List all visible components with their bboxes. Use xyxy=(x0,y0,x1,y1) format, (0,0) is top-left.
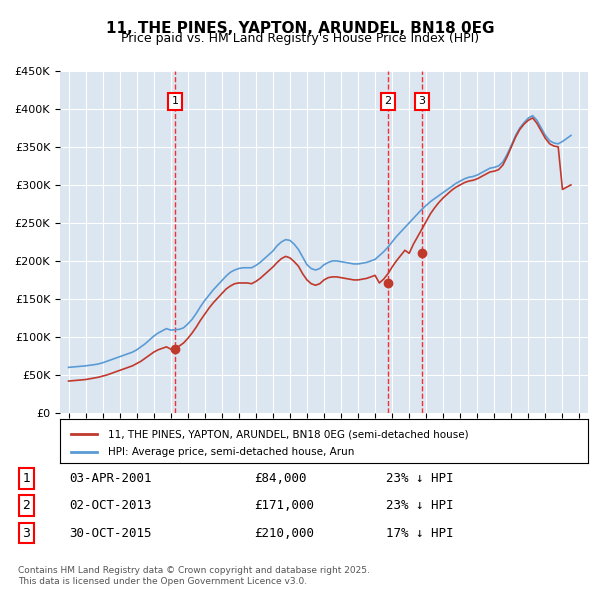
Text: 1: 1 xyxy=(22,472,31,485)
Text: HPI: Average price, semi-detached house, Arun: HPI: Average price, semi-detached house,… xyxy=(107,447,354,457)
Text: 1: 1 xyxy=(172,96,178,106)
Text: 11, THE PINES, YAPTON, ARUNDEL, BN18 0EG: 11, THE PINES, YAPTON, ARUNDEL, BN18 0EG xyxy=(106,21,494,35)
Text: 17% ↓ HPI: 17% ↓ HPI xyxy=(386,526,454,539)
Text: 3: 3 xyxy=(418,96,425,106)
Text: 11, THE PINES, YAPTON, ARUNDEL, BN18 0EG (semi-detached house): 11, THE PINES, YAPTON, ARUNDEL, BN18 0EG… xyxy=(107,430,468,440)
Text: Price paid vs. HM Land Registry's House Price Index (HPI): Price paid vs. HM Land Registry's House … xyxy=(121,32,479,45)
Text: £171,000: £171,000 xyxy=(254,499,314,512)
Text: 03-APR-2001: 03-APR-2001 xyxy=(70,472,152,485)
Text: 3: 3 xyxy=(22,526,31,539)
Text: 02-OCT-2013: 02-OCT-2013 xyxy=(70,499,152,512)
Text: 23% ↓ HPI: 23% ↓ HPI xyxy=(386,499,454,512)
Text: 23% ↓ HPI: 23% ↓ HPI xyxy=(386,472,454,485)
Text: 2: 2 xyxy=(385,96,391,106)
Text: 2: 2 xyxy=(22,499,31,512)
Text: Contains HM Land Registry data © Crown copyright and database right 2025.
This d: Contains HM Land Registry data © Crown c… xyxy=(18,566,370,586)
Text: £210,000: £210,000 xyxy=(254,526,314,539)
Text: £84,000: £84,000 xyxy=(254,472,307,485)
Text: 30-OCT-2015: 30-OCT-2015 xyxy=(70,526,152,539)
